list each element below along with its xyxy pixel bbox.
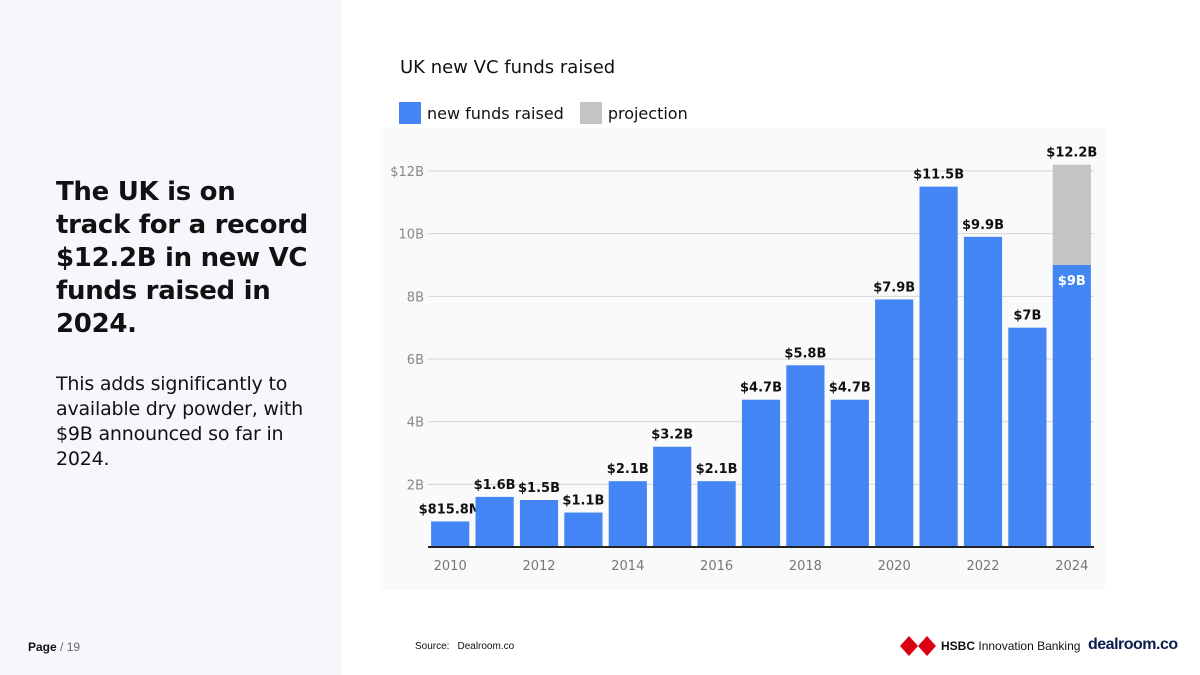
- chart-title: UK new VC funds raised: [400, 57, 616, 78]
- data-label: $4.7B: [740, 381, 782, 396]
- source-label: Source:: [415, 641, 450, 652]
- y-tick-label: 8B: [407, 290, 424, 305]
- bar-2020: [875, 299, 914, 547]
- hsbc-brand-bold: HSBC: [941, 639, 976, 653]
- bar-2010: [431, 521, 470, 547]
- chart-legend: new funds raised projection: [399, 102, 688, 124]
- legend-item-funds: new funds raised: [399, 102, 564, 124]
- left-panel: [0, 0, 342, 675]
- hsbc-hexagon-icon: [900, 636, 936, 656]
- data-label: $815.8M: [419, 502, 482, 517]
- legend-label-projection: projection: [607, 103, 688, 123]
- hsbc-logo: HSBC Innovation Banking: [900, 636, 1080, 656]
- y-tick-label: $12B: [390, 165, 424, 180]
- y-tick-label: 6B: [407, 353, 424, 368]
- data-label: $7.9B: [873, 280, 915, 295]
- legend-label-funds: new funds raised: [427, 103, 564, 123]
- body-text: This adds significantly to available dry…: [56, 373, 303, 470]
- legend-swatch-funds: [399, 102, 421, 124]
- bar-2017: [741, 399, 781, 547]
- bar-2018: [786, 365, 825, 547]
- chart-area: 2B 4B 6B 8B 10B $12B $815.8M $1.6B $1.5B $1.1B $2.…: [380, 128, 1105, 590]
- data-label: $5.8B: [784, 346, 826, 361]
- headline: The UK is on track for a record $12.2B i…: [56, 177, 308, 339]
- hsbc-brand-rest: Innovation Banking: [978, 639, 1081, 653]
- data-label: $4.7B: [829, 381, 871, 396]
- x-tick-label: 2024: [1055, 559, 1088, 574]
- bar-2016: [697, 481, 736, 547]
- bar-2013: [564, 512, 603, 547]
- x-tick-label: 2020: [878, 559, 911, 574]
- data-label: $9.9B: [962, 218, 1004, 233]
- source-note: Source: Dealroom.co: [415, 641, 514, 652]
- legend-swatch-projection: [579, 102, 602, 124]
- data-label: $1.1B: [562, 494, 604, 509]
- data-label: $2.1B: [696, 462, 738, 477]
- y-tick-label: 2B: [407, 478, 424, 493]
- bar-2015: [653, 446, 692, 547]
- bar-2019: [830, 399, 869, 547]
- page-total: / 19: [60, 640, 81, 654]
- source-value: Dealroom.co: [457, 641, 515, 652]
- bar-2011: [475, 496, 514, 547]
- legend-item-projection: projection: [579, 102, 688, 124]
- y-tick-label: 4B: [407, 416, 424, 431]
- hsbc-brand: HSBC Innovation Banking: [941, 639, 1080, 653]
- projection-label: $12.2B: [1046, 146, 1097, 161]
- projection-bar-2024: [1052, 164, 1091, 265]
- data-label: $9B: [1058, 274, 1086, 289]
- y-tick-label: 10B: [399, 228, 424, 243]
- bar-2022: [963, 236, 1003, 548]
- x-tick-label: 2012: [522, 559, 555, 574]
- data-label: $1.6B: [474, 478, 516, 493]
- bar-2024: [1052, 265, 1091, 547]
- bar-2021: [919, 186, 958, 547]
- bar-chart: 2B 4B 6B 8B 10B $12B $815.8M $1.6B $1.5B$1.1B $2.…: [390, 146, 1097, 574]
- data-label: $7B: [1013, 309, 1041, 324]
- page-indicator: Page / 19: [28, 640, 80, 654]
- data-label: $1.5B: [518, 481, 560, 496]
- bar-2012: [519, 500, 559, 547]
- x-tick-label: 2014: [611, 559, 644, 574]
- data-label: $11.5B: [913, 168, 964, 183]
- bar-2014: [608, 481, 647, 547]
- x-tick-label: 2016: [700, 559, 733, 574]
- data-label: $3.2B: [651, 428, 693, 443]
- data-label: $2.1B: [607, 462, 649, 477]
- x-tick-label: 2010: [434, 559, 467, 574]
- page-label: Page: [28, 640, 57, 654]
- x-tick-label: 2022: [966, 559, 999, 574]
- bar-2023: [1008, 327, 1047, 547]
- dealroom-logo: dealroom.co: [1088, 636, 1178, 653]
- x-tick-label: 2018: [789, 559, 822, 574]
